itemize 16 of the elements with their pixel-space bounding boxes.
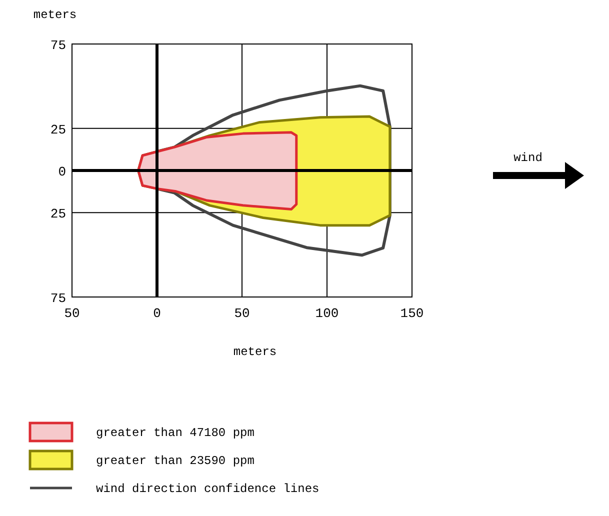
x-tick-label: 100 (315, 306, 339, 321)
x-tick-label: 0 (153, 306, 161, 321)
x-axis-title: meters (233, 345, 277, 359)
x-tick-label: 50 (64, 306, 80, 321)
text: wind (514, 151, 542, 165)
x-tick-label: 50 (234, 306, 250, 321)
y-tick-label: 75 (50, 291, 66, 306)
legend-label: greater than 47180 ppm (96, 426, 254, 440)
y-tick-label: 0 (58, 164, 66, 180)
y-axis-title: meters (33, 8, 77, 22)
legend-label: greater than 23590 ppm (96, 454, 254, 468)
y-tick-label: 25 (50, 122, 66, 138)
legend-label: wind direction confidence lines (96, 482, 320, 496)
x-tick-label: 150 (400, 306, 424, 321)
y-tick-label: 75 (50, 38, 66, 53)
y-tick-label: 25 (50, 206, 66, 222)
